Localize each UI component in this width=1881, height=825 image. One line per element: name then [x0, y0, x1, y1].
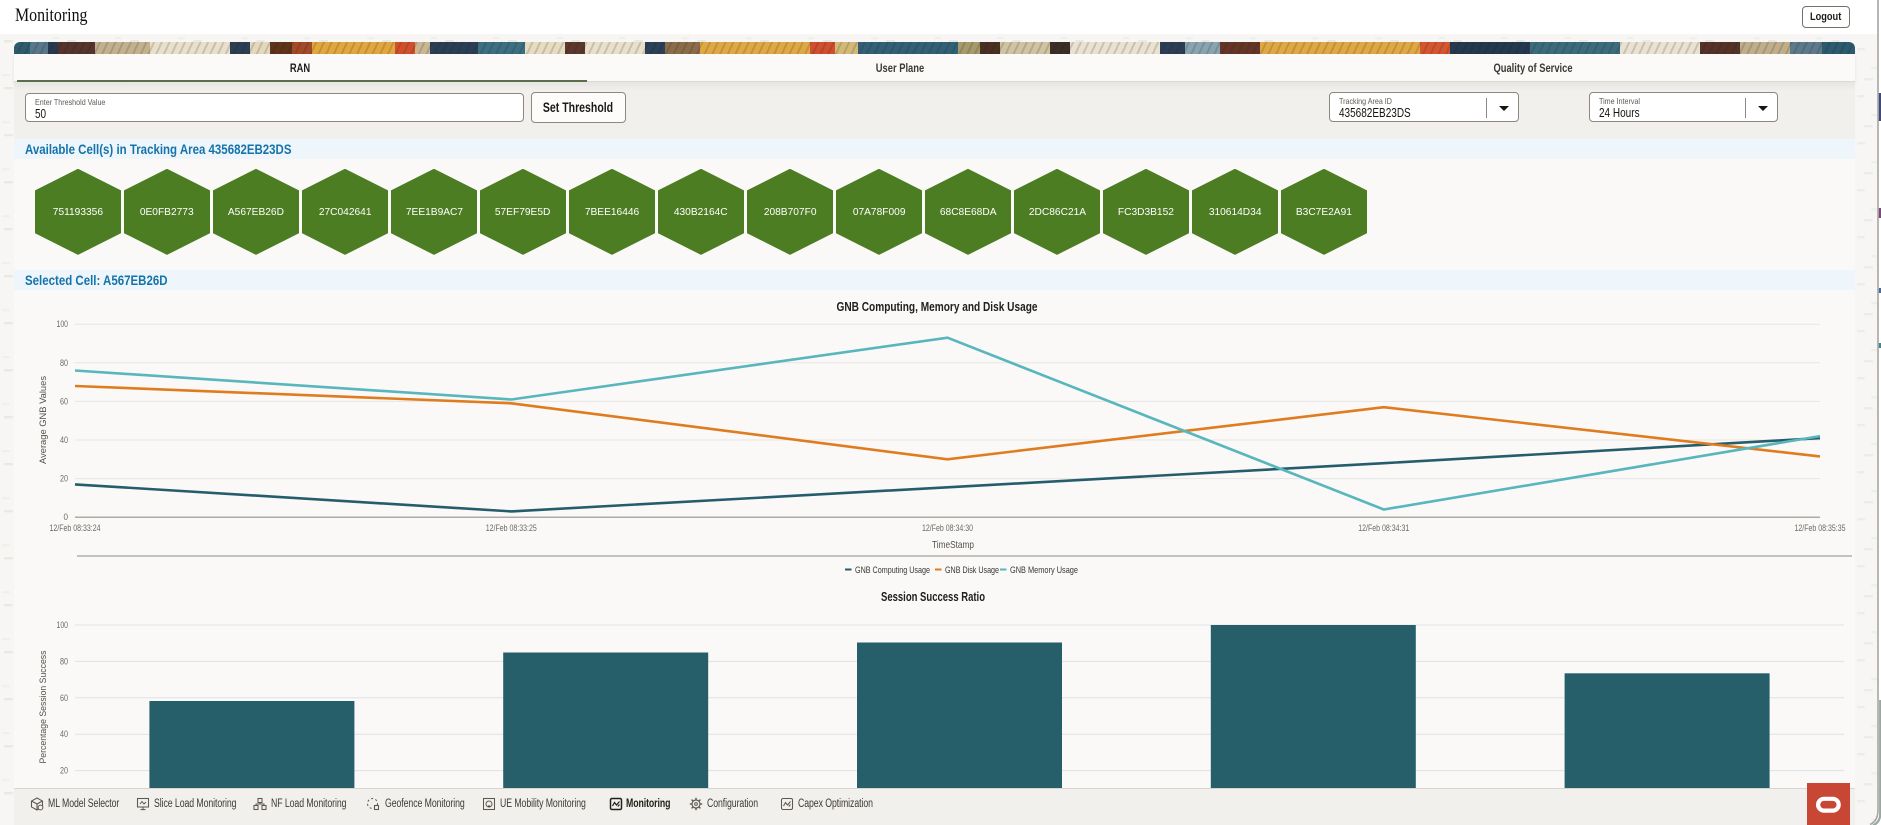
svg-text:20: 20 [60, 474, 68, 484]
svg-text:80: 80 [60, 358, 68, 368]
svg-text:12/Feb 08:34:31: 12/Feb 08:34:31 [1358, 523, 1409, 533]
svg-text:100: 100 [57, 319, 69, 329]
svg-text:40: 40 [60, 435, 68, 445]
svg-text:12/Feb 08:35:35: 12/Feb 08:35:35 [1795, 523, 1846, 533]
svg-text:Percentage Session Success: Percentage Session Success [38, 650, 49, 763]
svg-text:60: 60 [60, 396, 68, 406]
svg-text:20: 20 [60, 766, 68, 776]
svg-text:Average GNB Values: Average GNB Values [38, 376, 49, 464]
svg-text:12/Feb 08:33:24: 12/Feb 08:33:24 [50, 523, 101, 533]
svg-text:12/Feb 08:34:30: 12/Feb 08:34:30 [922, 523, 973, 533]
svg-text:Session Success Ratio: Session Success Ratio [881, 590, 985, 604]
svg-text:12/Feb 08:33:25: 12/Feb 08:33:25 [486, 523, 537, 533]
svg-text:60: 60 [60, 693, 68, 703]
svg-text:GNB Disk Usage: GNB Disk Usage [945, 565, 999, 576]
svg-text:40: 40 [60, 729, 68, 739]
svg-text:0: 0 [64, 512, 69, 522]
svg-text:100: 100 [57, 620, 69, 630]
svg-text:80: 80 [60, 656, 68, 666]
svg-text:GNB Computing, Memory and Disk: GNB Computing, Memory and Disk Usage [837, 300, 1038, 314]
svg-text:GNB Computing Usage: GNB Computing Usage [855, 565, 930, 576]
svg-text:TimeStamp: TimeStamp [932, 539, 974, 551]
svg-text:GNB Memory Usage: GNB Memory Usage [1010, 565, 1078, 576]
